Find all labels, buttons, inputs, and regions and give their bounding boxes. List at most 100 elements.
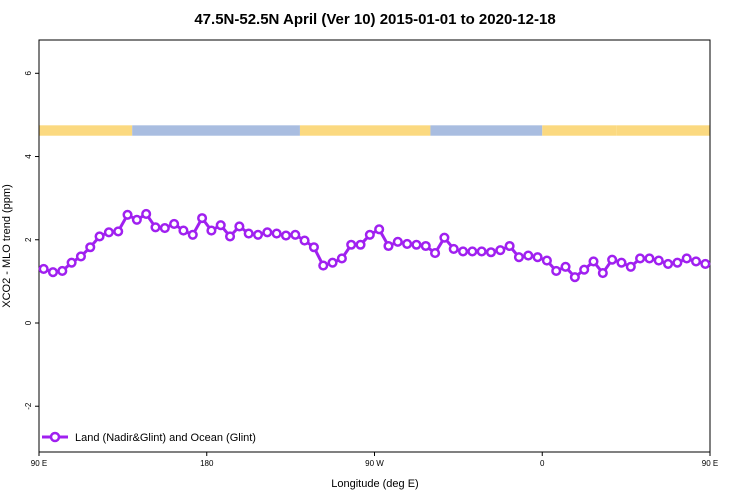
strip-segment-ocean-3 [430,125,543,136]
data-point-37 [383,240,394,252]
data-point-42 [430,248,441,259]
data-point-15 [178,225,189,236]
legend-label: Land (Nadir&Glint) and Ocean (Glint) [75,432,256,444]
data-point-33 [346,239,357,250]
y-tick-label-0: -2 [24,402,33,410]
y-tick-label-4: 6 [24,71,33,76]
data-point-10 [131,214,142,225]
data-point-54 [541,255,552,266]
plot-frame [38,39,711,453]
y-tick-label-2: 2 [24,237,33,242]
data-point-25 [271,228,282,239]
y-axis-label: XCO2 - MLO trend (ppm) [1,184,13,307]
y-tick-label-1: 0 [24,320,33,325]
data-point-55 [551,265,562,277]
legend: Land (Nadir&Glint) and Ocean (Glint) [42,431,256,444]
data-point-49 [495,245,506,256]
data-point-60 [597,268,608,279]
data-point-8 [113,226,124,237]
data-point-67 [663,258,674,269]
data-point-18 [206,225,217,236]
data-point-5 [85,242,96,253]
data-point-24 [262,227,273,238]
data-point-69 [681,253,692,264]
data-point-12 [150,222,161,233]
strip-segment-ocean-1 [132,125,300,136]
data-point-62 [616,257,627,268]
data-point-14 [169,218,180,229]
x-tick-label-3: 0 [540,459,545,468]
data-point-44 [448,243,459,254]
data-point-23 [252,229,264,240]
data-point-36 [374,224,385,235]
data-point-4 [75,251,86,262]
data-point-26 [280,230,292,241]
chart-title: 47.5N-52.5N April (Ver 10) 2015-01-01 to… [194,11,555,28]
data-point-43 [439,232,450,243]
data-point-13 [159,223,170,234]
data-point-38 [392,236,403,247]
data-point-11 [141,208,152,220]
strip-segment-land-4 [542,125,617,136]
legend-marker-swatch [49,431,61,443]
data-point-50 [504,240,515,252]
data-point-48 [485,247,497,258]
data-point-9 [122,209,133,220]
data-point-31 [327,257,338,268]
data-point-41 [420,240,431,252]
x-tick-label-0: 90 E [31,459,47,468]
data-point-20 [224,231,236,242]
data-point-65 [644,253,655,264]
data-point-39 [402,238,413,249]
data-point-58 [579,264,590,275]
data-point-46 [467,246,478,257]
data-point-47 [476,246,487,257]
data-point-40 [411,239,422,250]
data-point-3 [66,257,77,268]
data-point-28 [299,235,310,246]
data-point-27 [290,229,301,240]
x-axis-label: Longitude (deg E) [331,478,418,490]
data-point-57 [569,272,580,283]
data-point-66 [653,255,664,266]
data-point-51 [513,252,525,263]
x-tick-label-2: 90 W [365,459,384,468]
data-point-35 [364,229,375,240]
x-tick-label-4: 90 E [702,459,718,468]
data-point-30 [318,260,329,271]
data-point-7 [103,227,114,238]
data-point-2 [57,265,68,277]
land-ocean-strip [39,125,710,136]
strip-segment-land-0 [39,125,133,136]
data-point-63 [625,261,636,272]
data-point-21 [234,221,245,232]
x-axis: 90 E 180 90 W 0 90 E [31,452,718,468]
y-axis: -2 0 2 4 6 [24,71,39,410]
data-point-32 [336,253,347,264]
data-point-56 [560,261,571,272]
data-point-64 [635,253,646,264]
data-point-59 [588,256,599,267]
strip-segment-land-5 [616,125,710,136]
data-point-71 [700,258,711,269]
data-point-19 [215,220,226,231]
data-point-0 [38,263,49,274]
data-point-1 [47,267,59,278]
data-point-22 [243,228,254,239]
data-point-61 [607,254,618,265]
series-line-0 [43,212,706,279]
data-point-16 [187,229,198,240]
data-point-29 [308,242,319,253]
data-point-6 [94,231,105,242]
series-group [38,208,711,283]
data-point-52 [523,250,534,261]
data-point-34 [355,239,366,250]
data-point-68 [672,257,683,268]
data-point-70 [690,256,702,267]
x-tick-label-1: 180 [200,459,214,468]
strip-segment-land-2 [299,125,431,136]
data-point-53 [532,252,543,263]
data-point-17 [197,213,208,224]
y-tick-label-3: 4 [24,154,33,159]
